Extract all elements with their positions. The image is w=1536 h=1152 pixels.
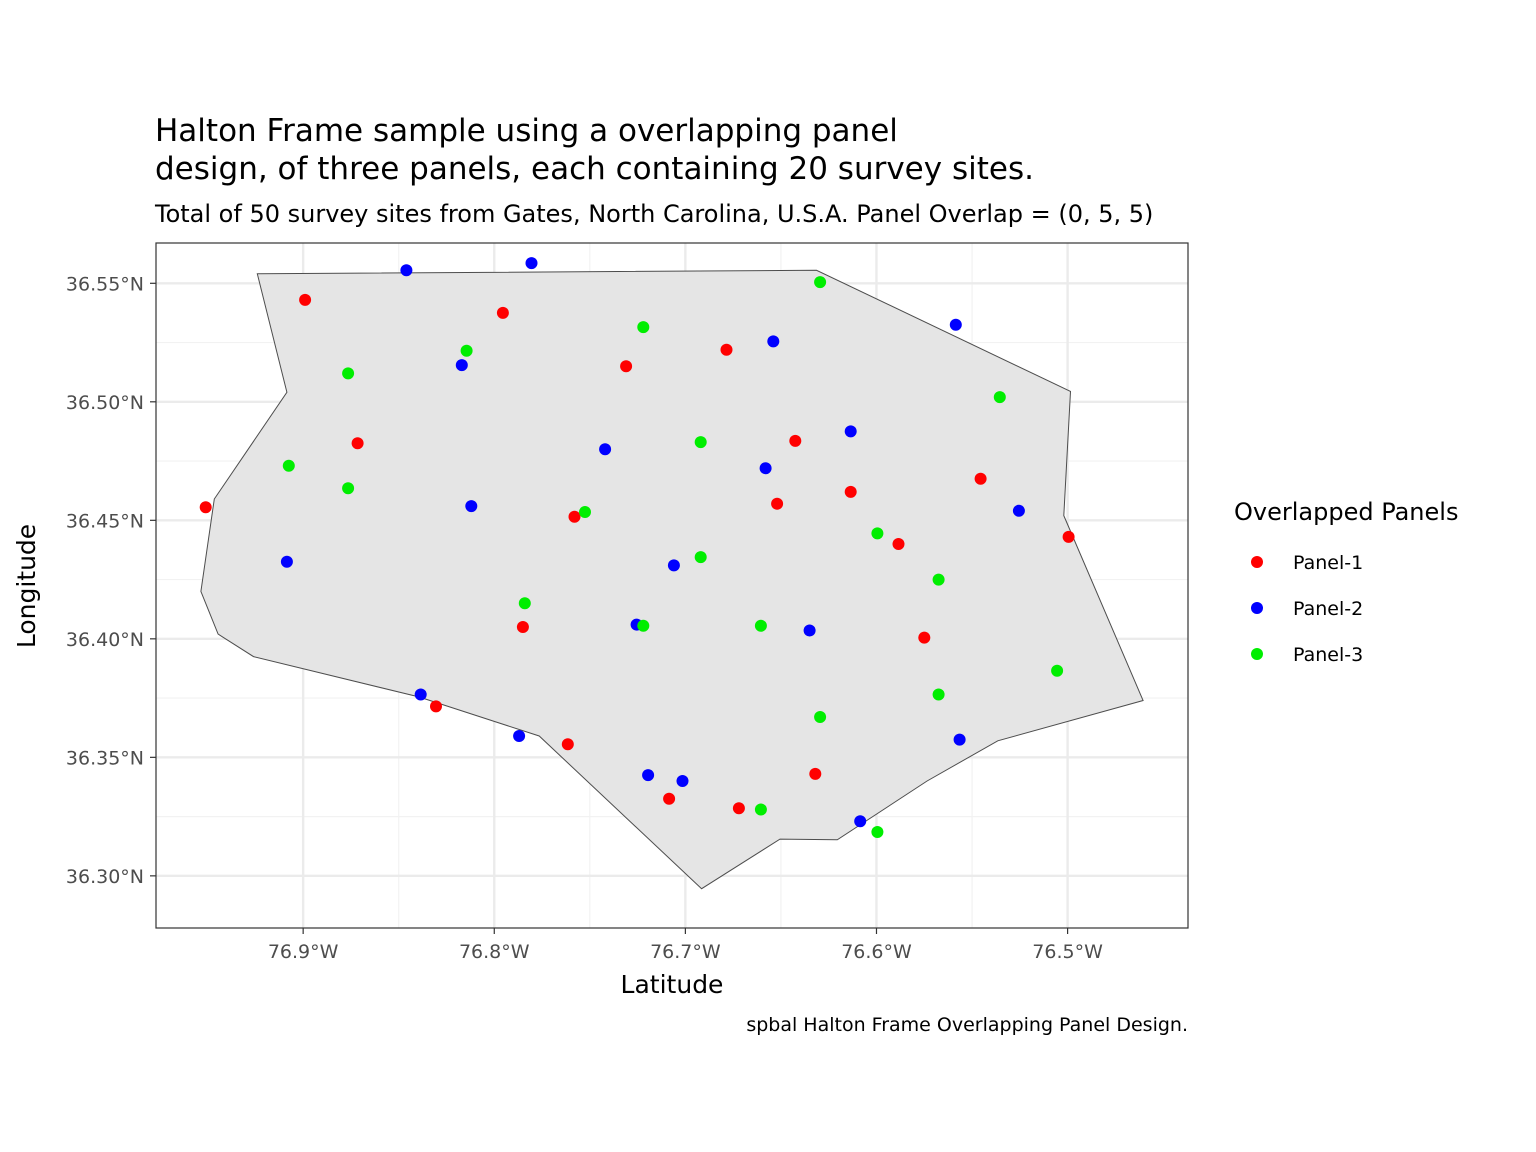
point-panel-1-6 (789, 434, 802, 447)
point-panel-2-4 (767, 335, 780, 348)
point-panel-3-4 (342, 367, 355, 380)
legend-label-panel-2: Panel-2 (1293, 598, 1363, 620)
point-panel-3-6 (694, 436, 707, 449)
plot-panel-border (155, 242, 1189, 929)
y-axis-title: Longitude (12, 524, 41, 648)
point-panel-3-18 (814, 711, 827, 723)
point-panel-2-10 (1012, 504, 1025, 517)
point-panel-2-2 (400, 264, 413, 277)
point-panel-3-20 (871, 826, 884, 838)
point-panel-2-19 (676, 775, 689, 787)
point-panel-3-9 (579, 506, 591, 518)
point-panel-3-17 (932, 688, 945, 701)
y-axis: 36.30°N 36.35°N 36.40°N 36.45°N 36.50°N 36.55… (66, 273, 156, 888)
point-panel-1-2 (496, 306, 509, 319)
y-tick-label: 36.50°N (66, 392, 144, 414)
county-boundary-polygon (200, 269, 1144, 890)
legend-items: Panel-1 Panel-2 Panel-3 (1251, 552, 1363, 666)
point-panel-3-16 (1051, 664, 1064, 677)
legend-title: Overlapped Panels (1234, 498, 1458, 526)
chart-title-line-2: design, of three panels, each containing… (155, 151, 1034, 187)
point-panel-2-18 (642, 769, 655, 782)
point-panel-1-8 (844, 485, 857, 498)
x-tick-label: 76.7°W (650, 941, 721, 963)
point-panel-2-5 (455, 359, 468, 372)
point-panel-3-14 (637, 619, 650, 632)
point-panel-2-7 (599, 443, 612, 456)
legend-label-panel-3: Panel-3 (1293, 644, 1363, 666)
y-tick-label: 36.40°N (66, 629, 144, 651)
point-panel-1-14 (516, 621, 529, 633)
point-panel-2-12 (667, 559, 680, 572)
point-panel-2-1 (525, 257, 538, 270)
point-panel-1-4 (620, 360, 633, 373)
plot-panel (155, 242, 1189, 929)
point-panel-3-13 (518, 597, 531, 610)
point-panel-3-5 (993, 391, 1006, 404)
point-panel-2-15 (414, 688, 427, 701)
legend: Overlapped Panels Panel-1 Panel-2 Panel-3 (1234, 498, 1458, 666)
point-panel-3-2 (637, 321, 650, 334)
survey-points (199, 257, 1075, 838)
point-panel-2-6 (844, 425, 857, 438)
point-panel-2-20 (854, 815, 867, 828)
point-panel-1-10 (199, 501, 212, 514)
point-panel-1-12 (892, 538, 905, 550)
x-axis: 76.9°W 76.8°W 76.7°W 76.6°W 76.5°W (268, 928, 1103, 963)
point-panel-3-1 (814, 276, 827, 289)
point-panel-2-17 (953, 733, 966, 746)
y-tick-label: 36.30°N (66, 866, 144, 888)
x-tick-label: 76.5°W (1032, 941, 1103, 963)
point-panel-2-16 (513, 730, 526, 742)
point-panel-1-13 (1062, 530, 1075, 543)
x-tick-label: 76.9°W (268, 941, 339, 963)
point-panel-1-5 (351, 437, 364, 450)
point-panel-2-3 (949, 318, 962, 331)
y-tick-label: 36.45°N (66, 510, 144, 532)
point-panel-2-11 (280, 555, 293, 568)
legend-label-panel-1: Panel-1 (1293, 552, 1363, 574)
y-tick-label: 36.35°N (66, 747, 144, 769)
point-panel-3-3 (460, 344, 473, 357)
point-panel-1-11 (568, 510, 581, 523)
legend-key-panel-3 (1251, 648, 1263, 660)
point-panel-2-14 (803, 624, 816, 637)
x-tick-label: 76.6°W (841, 941, 912, 963)
point-panel-1-7 (974, 472, 987, 485)
chart-caption: spbal Halton Frame Overlapping Panel Des… (746, 1014, 1188, 1036)
legend-key-panel-1 (1251, 556, 1263, 568)
x-tick-label: 76.8°W (459, 941, 530, 963)
point-panel-3-12 (932, 573, 945, 586)
point-panel-1-18 (809, 767, 822, 780)
point-panel-1-3 (720, 343, 733, 356)
chart-subtitle: Total of 50 survey sites from Gates, Nor… (154, 200, 1153, 228)
point-panel-2-9 (465, 500, 478, 513)
point-panel-3-8 (342, 482, 355, 495)
point-panel-3-15 (754, 619, 767, 632)
point-panel-1-19 (663, 792, 676, 805)
point-panel-3-19 (754, 803, 767, 816)
point-panel-1-16 (430, 700, 442, 713)
point-panel-3-7 (282, 459, 295, 472)
point-panel-1-1 (299, 293, 312, 306)
point-panel-1-20 (732, 802, 745, 815)
point-panel-1-17 (561, 738, 574, 751)
x-axis-title: Latitude (621, 970, 724, 999)
point-panel-3-10 (871, 527, 884, 540)
legend-key-panel-2 (1251, 602, 1263, 614)
point-panel-1-9 (771, 497, 784, 510)
y-tick-label: 36.55°N (66, 273, 144, 295)
point-panel-3-11 (694, 551, 707, 564)
point-panel-1-15 (918, 631, 931, 644)
chart-title-line-1: Halton Frame sample using a overlapping … (155, 113, 898, 149)
point-panel-2-8 (759, 462, 772, 475)
